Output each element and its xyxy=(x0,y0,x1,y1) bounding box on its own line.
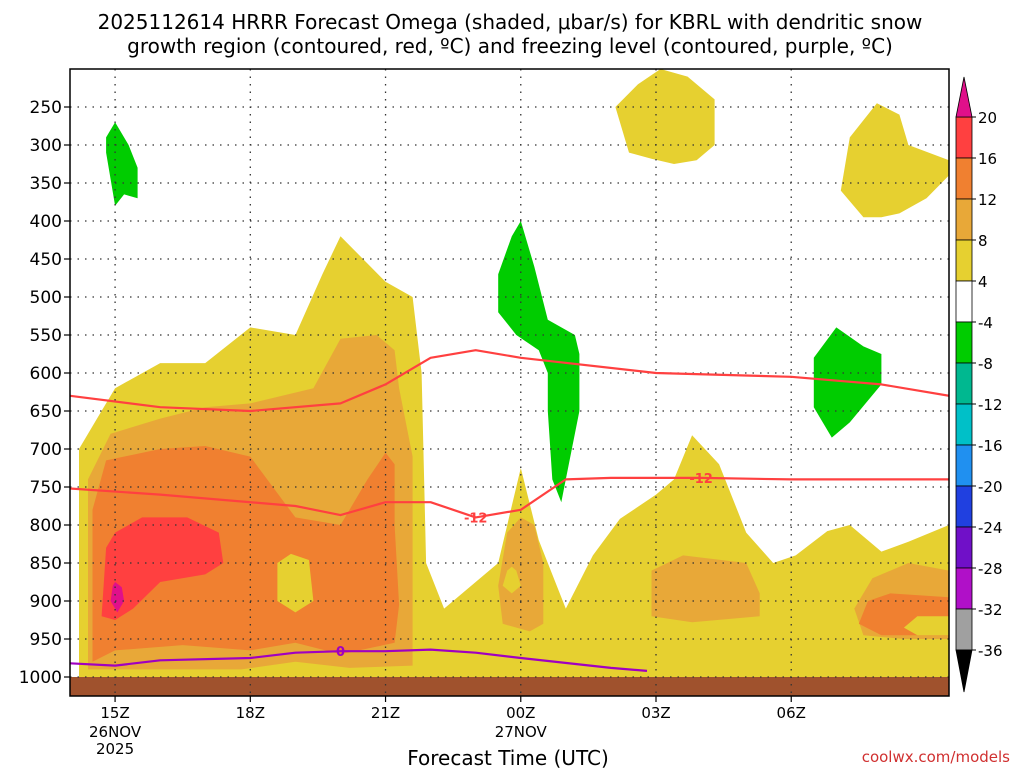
y-tick-label: 900 xyxy=(30,592,62,612)
omega-region-10 xyxy=(502,566,521,594)
x-tick-date: 26NOV xyxy=(89,723,142,741)
omega-region-4 xyxy=(498,517,544,632)
omega-region-16 xyxy=(903,616,949,636)
y-tick-label: 350 xyxy=(30,174,62,194)
y-tick-label: 450 xyxy=(30,250,62,270)
y-tick-label: 500 xyxy=(30,288,62,308)
omega-region-14 xyxy=(498,221,580,503)
colorbar-swatch xyxy=(955,403,973,446)
colorbar-label: -24 xyxy=(978,519,1003,537)
colorbar-min-arrow xyxy=(955,649,973,693)
x-tick-label: 00Z xyxy=(506,704,535,722)
colorbar-label: -8 xyxy=(978,355,993,373)
chart-title-line-1: 2025112614 HRRR Forecast Omega (shaded, … xyxy=(98,10,923,34)
freezing-level-contour-label: 0 xyxy=(336,645,345,660)
y-tick-label: 300 xyxy=(30,136,62,156)
omega-region-12 xyxy=(110,582,125,613)
colorbar-label: -20 xyxy=(978,478,1003,496)
colorbar: 20 16 12 8 4 -4 -8 -12 -16 -20 -24 -28 -32 -36 xyxy=(955,76,1003,693)
dgz-contour-lower-label: -12 xyxy=(689,472,713,487)
colorbar-label: -4 xyxy=(978,314,993,332)
y-tick-label: 950 xyxy=(30,630,62,650)
y-tick-label: 550 xyxy=(30,326,62,346)
dgz-contour-lower-label: -12 xyxy=(464,511,488,526)
plot-content: -12 -12 0 xyxy=(70,69,949,696)
colorbar-swatch xyxy=(955,362,973,405)
colorbar-swatch xyxy=(955,485,973,528)
colorbar-label: 4 xyxy=(978,273,988,291)
ground-fill xyxy=(70,677,949,696)
axes: 250 300 350 400 450 500 550 600 650 700 750 800 850 9… xyxy=(19,68,950,758)
y-tick-label: 250 xyxy=(30,98,62,118)
colorbar-label: -36 xyxy=(978,642,1003,660)
colorbar-swatch xyxy=(955,198,973,241)
dgz-contour-upper xyxy=(70,349,949,413)
colorbar-label: 12 xyxy=(978,191,997,209)
colorbar-swatch xyxy=(955,116,973,159)
omega-region-5 xyxy=(651,555,760,623)
omega-region-2 xyxy=(840,103,949,218)
colorbar-swatch xyxy=(955,444,973,487)
colorbar-label: 20 xyxy=(978,109,997,127)
omega-region-9 xyxy=(277,553,314,613)
colorbar-swatch xyxy=(955,321,973,364)
colorbar-label: -16 xyxy=(978,437,1003,455)
y-tick-label: 850 xyxy=(30,554,62,574)
colorbar-swatch xyxy=(955,157,973,200)
omega-region-11 xyxy=(101,517,224,620)
y-tick-label: 600 xyxy=(30,364,62,384)
x-tick-label: 21Z xyxy=(371,704,400,722)
y-tick-label: 700 xyxy=(30,440,62,460)
y-tick-label: 750 xyxy=(30,478,62,498)
x-tick-label: 15Z xyxy=(100,704,129,722)
colorbar-max-arrow xyxy=(955,76,973,118)
x-tick-label: 18Z xyxy=(236,704,265,722)
plot-area: -12 -12 0 xyxy=(70,69,949,696)
colorbar-label: 16 xyxy=(978,150,997,168)
y-tick-label: 1000 xyxy=(19,668,62,688)
omega-region-1 xyxy=(615,69,715,164)
watermark: coolwx.com/models xyxy=(862,748,1010,766)
y-tick-label: 800 xyxy=(30,516,62,536)
dgz-contour-lower xyxy=(70,476,949,519)
omega-region-7 xyxy=(92,446,400,662)
colorbar-swatch xyxy=(955,280,973,323)
x-axis-label: Forecast Time (UTC) xyxy=(407,746,609,768)
freezing-level-contour xyxy=(70,648,648,672)
omega-region-13 xyxy=(106,122,138,206)
y-tick-label: 400 xyxy=(30,212,62,232)
x-tick-year: 2025 xyxy=(96,740,134,758)
colorbar-label: -32 xyxy=(978,601,1003,619)
colorbar-label: -28 xyxy=(978,560,1003,578)
colorbar-label: 8 xyxy=(978,232,988,250)
colorbar-swatch xyxy=(955,608,973,651)
plot-frame xyxy=(69,68,950,697)
x-tick-label: 06Z xyxy=(777,704,806,722)
colorbar-swatch xyxy=(955,239,973,282)
colorbar-label: -12 xyxy=(978,396,1003,414)
colorbar-swatch xyxy=(955,567,973,610)
chart-title-line-2: growth region (contoured, red, ºC) and f… xyxy=(127,34,893,58)
x-tick-label: 03Z xyxy=(641,704,670,722)
y-tick-label: 650 xyxy=(30,402,62,422)
x-tick-date: 27NOV xyxy=(495,723,548,741)
colorbar-swatch xyxy=(955,526,973,569)
